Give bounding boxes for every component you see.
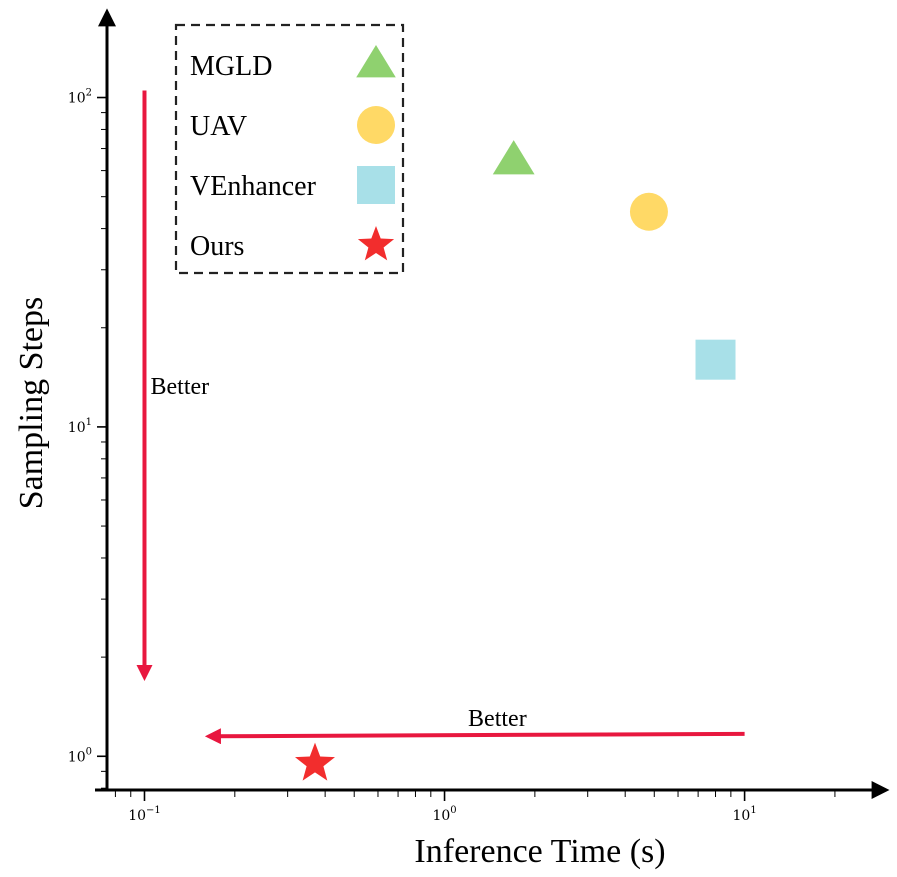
x-tick-label-1: 100 [432, 805, 456, 824]
x-ticks: 10−1 100 101 [114, 790, 836, 824]
point-uav [629, 192, 668, 231]
better-arrow-left [204, 728, 745, 745]
y-tick-label-1: 101 [68, 417, 92, 436]
legend-entries: MGLD UAV VEnhancer Ours [190, 45, 396, 262]
legend-label-ours: Ours [190, 231, 244, 262]
legend-marker-star [357, 226, 395, 261]
x-tick-label-0: 10−1 [128, 805, 161, 824]
legend-marker-square [357, 166, 395, 204]
better-label-left: Better [468, 706, 527, 732]
point-venhancer [695, 339, 736, 380]
point-ours [295, 742, 335, 781]
legend-label-mgld: MGLD [190, 51, 272, 82]
y-axis-label: Sampling Steps [13, 297, 50, 510]
legend-marker-circle [357, 106, 395, 144]
y-tick-label-2: 102 [68, 88, 92, 107]
point-mgld [492, 140, 535, 175]
legend: MGLD UAV VEnhancer Ours [174, 23, 405, 275]
y-ticks: 100 101 102 [68, 88, 107, 789]
better-annotations: Better Better [136, 90, 745, 745]
x-tick-label-2: 101 [732, 805, 756, 824]
y-tick-label-0: 100 [68, 746, 92, 765]
x-axis-label: Inference Time (s) [414, 833, 665, 870]
legend-label-uav: UAV [190, 111, 247, 142]
better-label-down: Better [150, 374, 209, 400]
data-points [295, 140, 736, 781]
legend-marker-triangle [356, 45, 396, 78]
legend-label-venhancer: VEnhancer [190, 171, 317, 202]
